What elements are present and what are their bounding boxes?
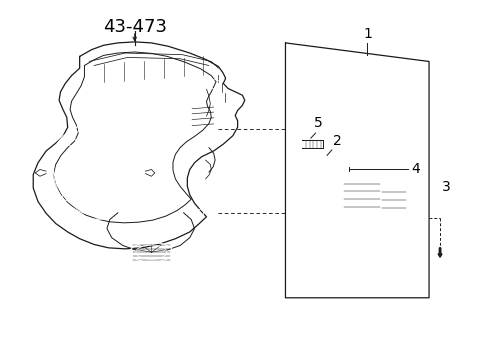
Polygon shape: [286, 43, 429, 298]
Text: 3: 3: [442, 180, 451, 194]
Text: 4: 4: [411, 162, 420, 176]
FancyBboxPatch shape: [344, 178, 380, 217]
Text: 2: 2: [333, 134, 342, 148]
FancyBboxPatch shape: [382, 186, 406, 217]
Text: 5: 5: [314, 116, 323, 130]
Text: 1: 1: [364, 26, 372, 41]
FancyArrow shape: [438, 248, 442, 257]
Text: 43-473: 43-473: [103, 18, 167, 36]
